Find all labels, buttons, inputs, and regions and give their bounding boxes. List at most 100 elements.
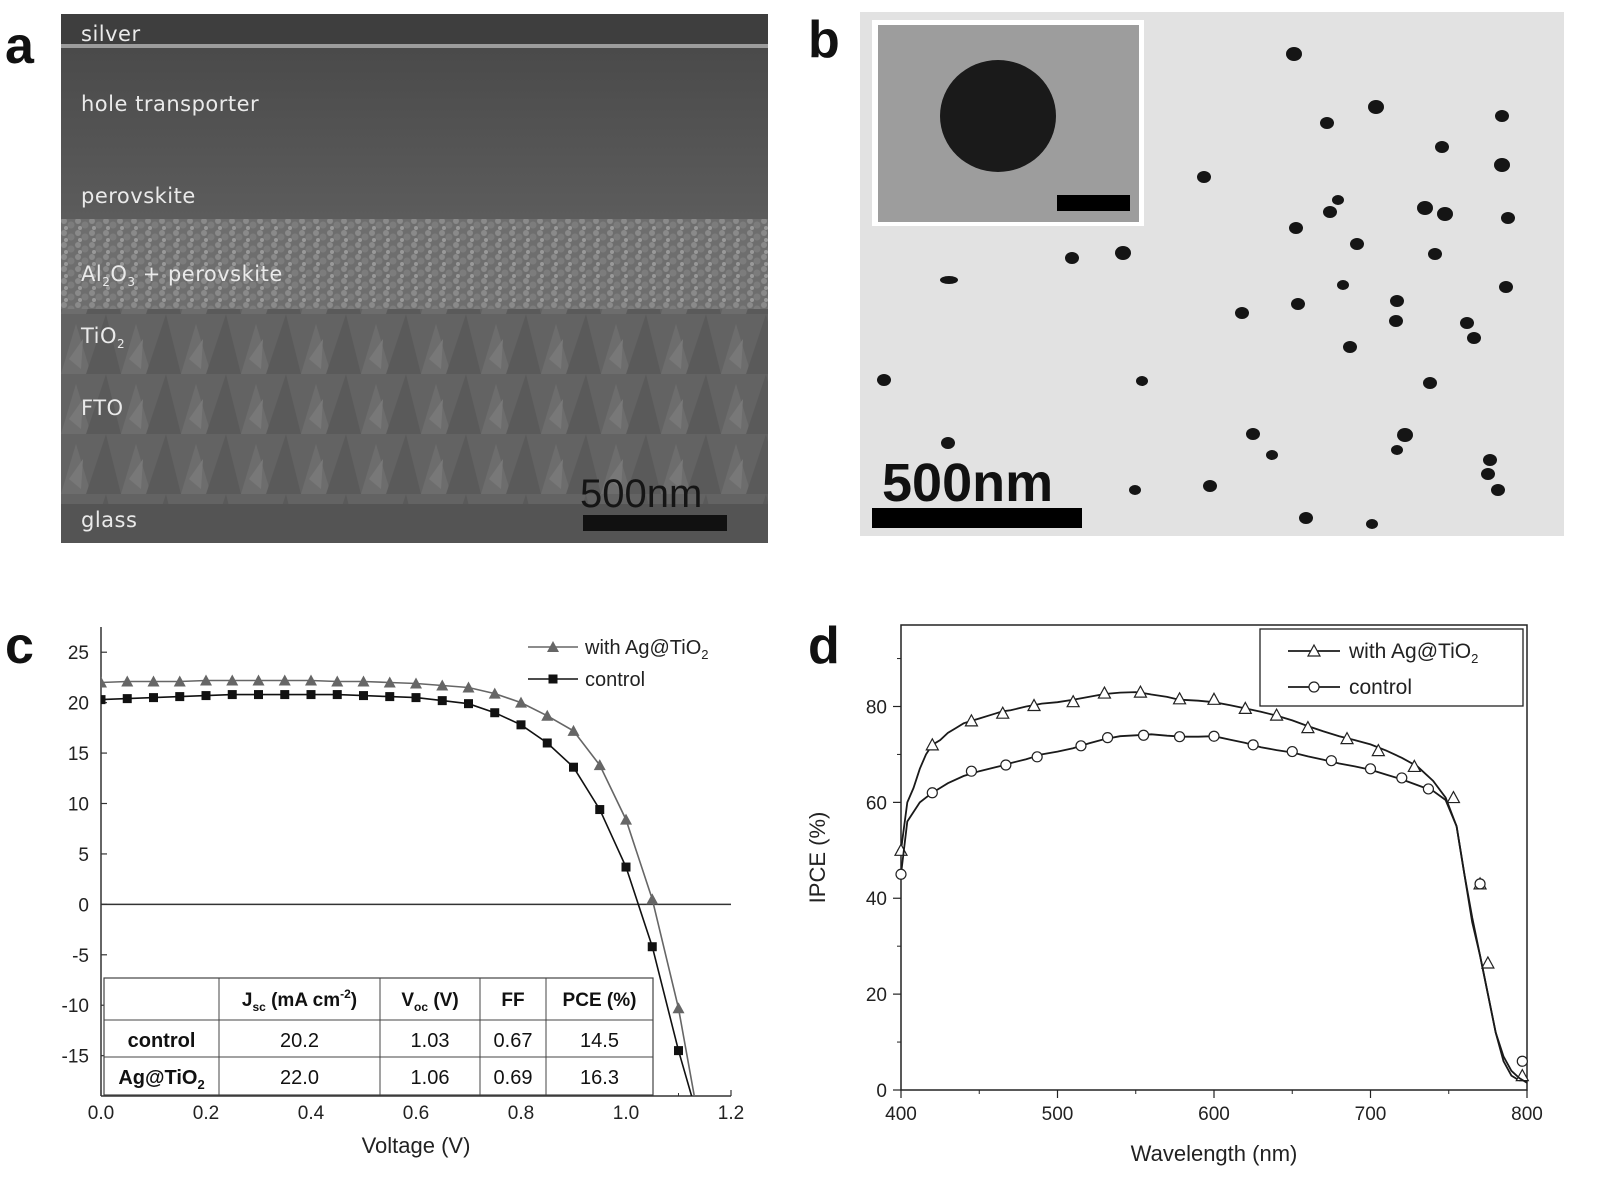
data-point-triangle (1446, 790, 1461, 804)
data-point-square (227, 690, 237, 700)
data-point-circle (1516, 1055, 1528, 1067)
nanoparticle (1337, 280, 1349, 290)
table-header-jsc-part: sc (252, 1000, 266, 1014)
data-point-circle (1137, 729, 1150, 741)
table-cell-voc: 1.06 (411, 1067, 450, 1089)
jv-chart: 25 20 15 10 5 0 -5 -10 -15 0.0 0.2 0.4 0.6 0.8 1.0 1.2 V… (62, 627, 744, 1158)
nanoparticle (1494, 158, 1510, 172)
nanoparticle (1115, 246, 1131, 260)
nanoparticle (1366, 519, 1378, 529)
y-tick-label: 80 (866, 697, 887, 718)
data-point-triangle (200, 674, 212, 686)
legend-label-with-main: with Ag@TiO (584, 637, 701, 659)
legend-label-with-main: with Ag@TiO (1348, 640, 1471, 663)
table-header-jsc-part: (mA cm (266, 990, 340, 1011)
data-point-square (306, 690, 316, 700)
x-tick-label: 0.6 (403, 1103, 429, 1124)
nanoparticle (1343, 341, 1357, 353)
data-point-triangle (1097, 685, 1112, 699)
data-point-square (385, 692, 395, 702)
data-point-square (101, 695, 106, 705)
x-axis-title: Wavelength (nm) (1131, 1141, 1298, 1166)
data-point-circle (895, 868, 907, 880)
panel-letter-c: c (5, 617, 34, 675)
nanoparticle (1291, 298, 1305, 310)
layer-label-hole-transporter: hole transporter (81, 92, 260, 116)
data-point-circle (1000, 759, 1012, 771)
nanoparticle (1467, 332, 1481, 344)
data-point-triangle (1172, 691, 1187, 705)
data-point-square (122, 694, 132, 704)
scale-bar-label-a: 500nm (580, 472, 703, 516)
y-tick-label: 40 (866, 889, 887, 910)
series-control (895, 729, 1528, 1084)
y-tick-label: -5 (72, 946, 89, 967)
nanoparticle (1266, 450, 1278, 460)
table-cell-voc: 1.03 (411, 1030, 450, 1052)
y-axis-title: IPCE (%) (805, 812, 830, 904)
legend-label-control: control (585, 669, 645, 691)
nanoparticle (1136, 376, 1148, 386)
data-point-triangle (1066, 694, 1081, 708)
x-axis-title: Voltage (V) (362, 1133, 471, 1158)
data-point-triangle (672, 1002, 685, 1014)
y-tick-label: 60 (866, 793, 887, 814)
al2o3-text-rest: + perovskite (135, 262, 283, 286)
layer-label-al2o3-perovskite: Al2O3 + perovskite (81, 262, 283, 289)
nanoparticle (1332, 195, 1344, 205)
nanoparticle (1368, 100, 1384, 114)
data-point-circle (1075, 740, 1087, 752)
x-tick-label: 700 (1355, 1104, 1387, 1125)
table-row-label: Ag@TiO2 (118, 1067, 204, 1092)
data-point-triangle (1027, 698, 1042, 712)
data-point-circle (1031, 751, 1043, 763)
data-point-triangle (1480, 955, 1495, 969)
table-header-jsc: Jsc (mA cm-2) (242, 987, 357, 1014)
data-point-square (437, 696, 447, 706)
y-tick-label: 10 (68, 795, 89, 816)
legend-label-with-sub: 2 (701, 647, 708, 662)
data-point-triangle (147, 675, 160, 687)
nanoparticle (1417, 201, 1433, 215)
data-point-triangle (1133, 684, 1148, 698)
data-point-triangle (488, 687, 501, 699)
al2o3-sub-2: 3 (127, 275, 136, 290)
table-header-voc-part: oc (414, 1000, 428, 1014)
ipce-chart: 0 20 40 60 80 400 500 600 700 800 Wavelength (nm) I… (805, 624, 1543, 1166)
x-tick-label: 600 (1198, 1104, 1230, 1125)
y-tick-label: 0 (78, 895, 89, 916)
layer-label-tio2: TiO2 (81, 324, 125, 351)
sem-image-layers (61, 14, 768, 543)
table-row-label-sub: 2 (197, 1077, 204, 1092)
data-point-triangle (173, 675, 186, 687)
legend-label-with: with Ag@TiO2 (1348, 640, 1478, 666)
nanoparticle (1437, 207, 1453, 221)
data-point-triangle (925, 737, 940, 751)
tem-nanoparticle-image: 500nm (860, 12, 1564, 536)
data-point-triangle (1269, 707, 1284, 721)
data-point-square (569, 762, 578, 772)
data-point-square (175, 692, 185, 702)
table-header-jsc-part: J (242, 990, 253, 1011)
data-point-triangle (620, 813, 632, 825)
data-point-triangle (305, 674, 317, 686)
x-tick-label: 0.8 (508, 1103, 534, 1124)
data-point-triangle (646, 893, 659, 905)
nanoparticle (1390, 295, 1404, 307)
tio2-text: TiO (81, 324, 118, 348)
data-point-triangle (1300, 720, 1315, 734)
table-header-voc: Voc (V) (401, 990, 458, 1014)
data-point-circle (1396, 772, 1408, 784)
data-point-square (516, 720, 526, 730)
data-point-square (149, 693, 158, 703)
table-cell-ff: 0.69 (494, 1067, 533, 1089)
layer-label-glass: glass (81, 508, 138, 532)
data-point-circle (1101, 732, 1114, 744)
nanoparticle (1320, 117, 1334, 129)
data-point-square (201, 691, 211, 701)
data-point-triangle (964, 713, 979, 727)
nanoparticle (1481, 468, 1495, 480)
data-point-circle (926, 787, 938, 799)
table-cell-pce: 14.5 (580, 1030, 619, 1052)
nanoparticle (1423, 377, 1437, 389)
